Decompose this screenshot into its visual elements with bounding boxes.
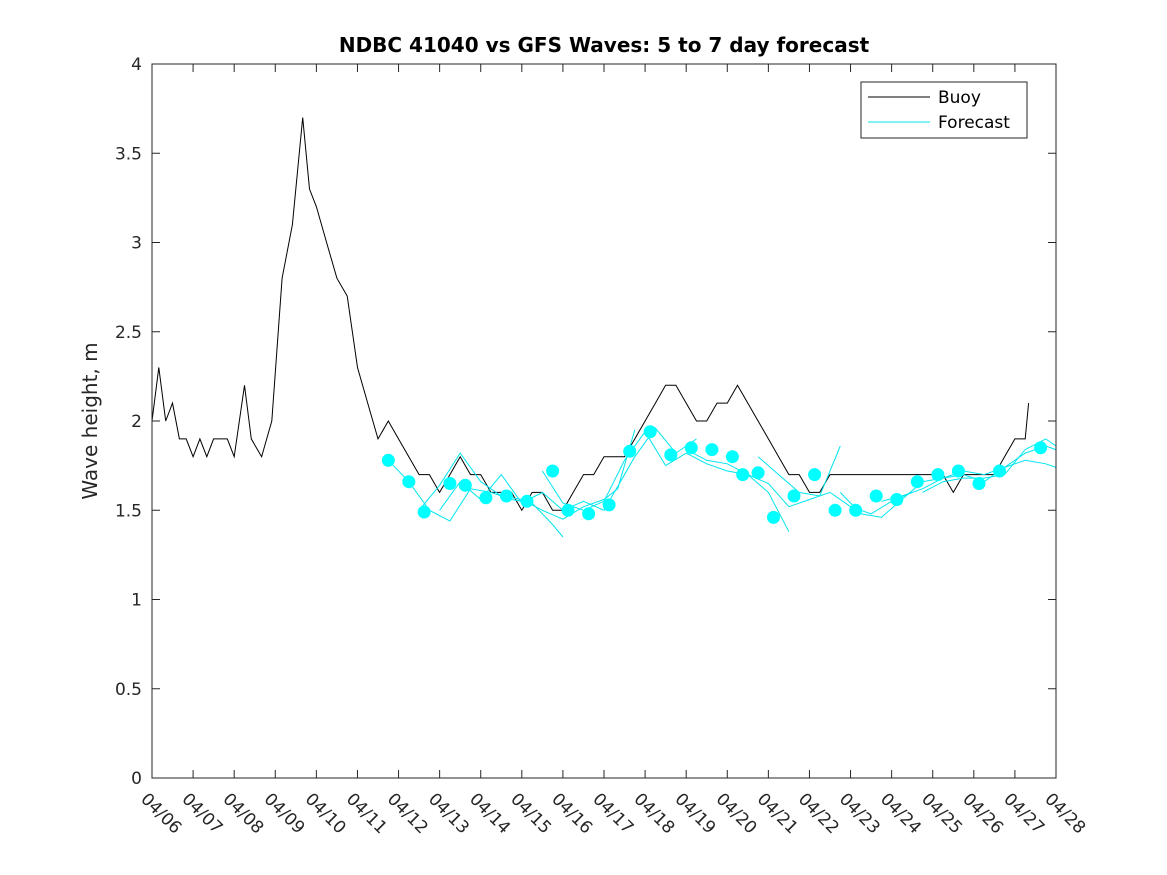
forecast-marker xyxy=(910,475,924,489)
forecast-marker xyxy=(664,448,678,462)
legend-buoy-label: Buoy xyxy=(938,88,981,108)
forecast-marker xyxy=(993,464,1006,478)
y-tick-label: 1.5 xyxy=(115,501,142,521)
forecast-marker xyxy=(499,489,513,503)
forecast-line xyxy=(922,438,1057,493)
forecast-marker xyxy=(849,503,863,517)
forecast-marker xyxy=(417,505,431,519)
forecast-marker xyxy=(808,468,822,482)
forecast-marker xyxy=(602,498,616,512)
forecast-marker xyxy=(381,453,395,467)
y-tick-label: 3 xyxy=(131,234,142,254)
forecast-marker xyxy=(951,464,965,478)
buoy-line xyxy=(151,117,1030,512)
forecast-marker xyxy=(828,503,842,517)
forecast-marker xyxy=(458,478,472,492)
y-tick-label: 0 xyxy=(131,769,142,789)
forecast-marker xyxy=(479,491,493,505)
forecast-marker xyxy=(751,466,765,480)
buoy-series xyxy=(151,117,1030,512)
forecast-marker xyxy=(931,468,945,482)
y-tick-label: 0.5 xyxy=(115,680,142,700)
forecast-markers xyxy=(381,425,1048,524)
forecast-marker xyxy=(767,510,780,524)
forecast-marker xyxy=(725,450,739,464)
y-axis-ticks: 0 0.5 1 1.5 2 2.5 3 3.5 4 xyxy=(115,55,1056,789)
y-tick-label: 3.5 xyxy=(115,144,142,164)
y-axis-label: Wave height, m xyxy=(78,342,102,499)
forecast-marker xyxy=(736,468,750,482)
y-tick-label: 4 xyxy=(131,55,142,75)
forecast-marker xyxy=(869,489,883,503)
plot-area xyxy=(151,63,1057,779)
forecast-line xyxy=(881,459,1057,502)
forecast-marker xyxy=(1034,441,1048,455)
legend: Buoy Forecast xyxy=(860,81,1028,139)
forecast-marker xyxy=(546,464,560,478)
forecast-line xyxy=(839,445,1057,518)
forecast-marker xyxy=(684,441,698,455)
forecast-marker xyxy=(787,489,801,503)
forecast-marker xyxy=(561,503,575,517)
forecast-marker xyxy=(643,425,657,439)
y-tick-label: 2 xyxy=(131,412,142,432)
forecast-marker xyxy=(972,477,986,490)
forecast-line xyxy=(685,449,913,515)
legend-forecast-label: Forecast xyxy=(938,113,1010,133)
forecast-marker xyxy=(443,477,457,490)
y-tick-label: 1 xyxy=(131,591,142,611)
forecast-line xyxy=(387,459,564,538)
y-tick-label: 2.5 xyxy=(115,323,142,343)
chart-title: NDBC 41040 vs GFS Waves: 5 to 7 day fore… xyxy=(339,33,870,57)
legend-box xyxy=(860,81,1028,139)
forecast-marker xyxy=(402,475,416,489)
forecast-marker xyxy=(623,444,637,458)
forecast-marker xyxy=(890,493,904,506)
forecast-marker xyxy=(705,443,719,457)
plot-background xyxy=(152,64,1056,778)
forecast-marker xyxy=(520,494,534,508)
forecast-marker xyxy=(582,507,596,521)
